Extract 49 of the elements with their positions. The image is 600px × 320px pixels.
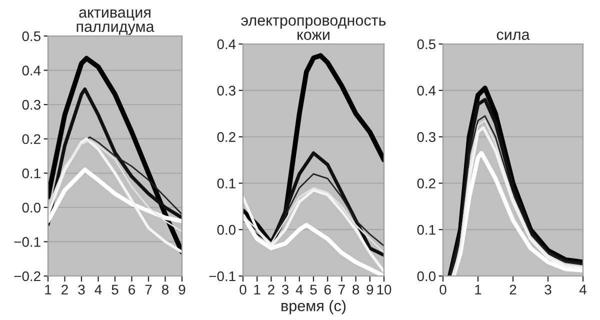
y-tick-label: 0.2 [217,132,236,142]
x-tick-label: 3 [78,284,85,295]
x-tick-label: 0 [440,284,446,295]
y-tick-label: 0.0 [217,224,236,235]
y-tick-label: 0.1 [217,178,236,188]
x-tick-label: 10 [377,284,392,295]
x-tick-label: 1 [45,284,52,294]
chart-title: сила [496,32,530,40]
x-axis-title: время (с) [282,300,346,314]
x-tick-label: 8 [162,284,169,295]
x-tick-label: 2 [268,284,274,294]
x-tick-label: 7 [338,284,345,294]
x-tick-label: 6 [128,284,135,295]
y-tick-label: 0.3 [22,100,40,110]
x-tick-label: 4 [296,284,303,294]
y-tick-label: 0.3 [417,132,436,142]
x-tick-label: 8 [352,284,360,295]
y-tick-label: 0.5 [417,39,436,50]
x-tick-label: 2 [62,284,68,294]
x-tick-label: 3 [282,284,289,295]
x-tick-label: 3 [544,284,552,295]
x-tick-label: 5 [310,284,317,295]
y-tick-label: −0.1 [14,237,40,247]
x-tick-label: 9 [178,284,186,295]
y-tick-label: 0.3 [217,86,236,96]
y-tick-label: 0.4 [417,86,436,96]
x-tick-label: 2 [510,284,516,294]
x-tick-label: 0 [240,284,246,295]
x-tick-label: 7 [145,284,152,294]
y-tick-label: 0.5 [22,31,40,42]
y-tick-label: 0.4 [217,39,236,50]
x-tick-label: 5 [112,284,118,295]
y-tick-label: 0.4 [22,66,41,76]
x-tick-label: 4 [579,284,586,294]
y-tick-label: 0.2 [417,178,436,188]
y-tick-label: −0.1 [209,271,236,282]
y-tick-label: −0.2 [14,271,40,282]
y-tick-label: 0.2 [22,134,40,144]
y-tick-label: 0.0 [22,202,41,213]
x-tick-label: 4 [94,284,102,294]
chart-title: электропроводность кожи [241,17,386,40]
y-tick-label: 0.1 [22,168,40,178]
chart-title: активация паллидума [76,9,154,36]
x-tick-label: 1 [475,284,482,294]
y-tick-label: 0.1 [417,224,436,235]
y-tick-label: 0.0 [417,271,436,282]
x-tick-label: 1 [254,284,260,294]
x-tick-label: 9 [366,284,374,295]
x-tick-label: 6 [324,284,331,295]
